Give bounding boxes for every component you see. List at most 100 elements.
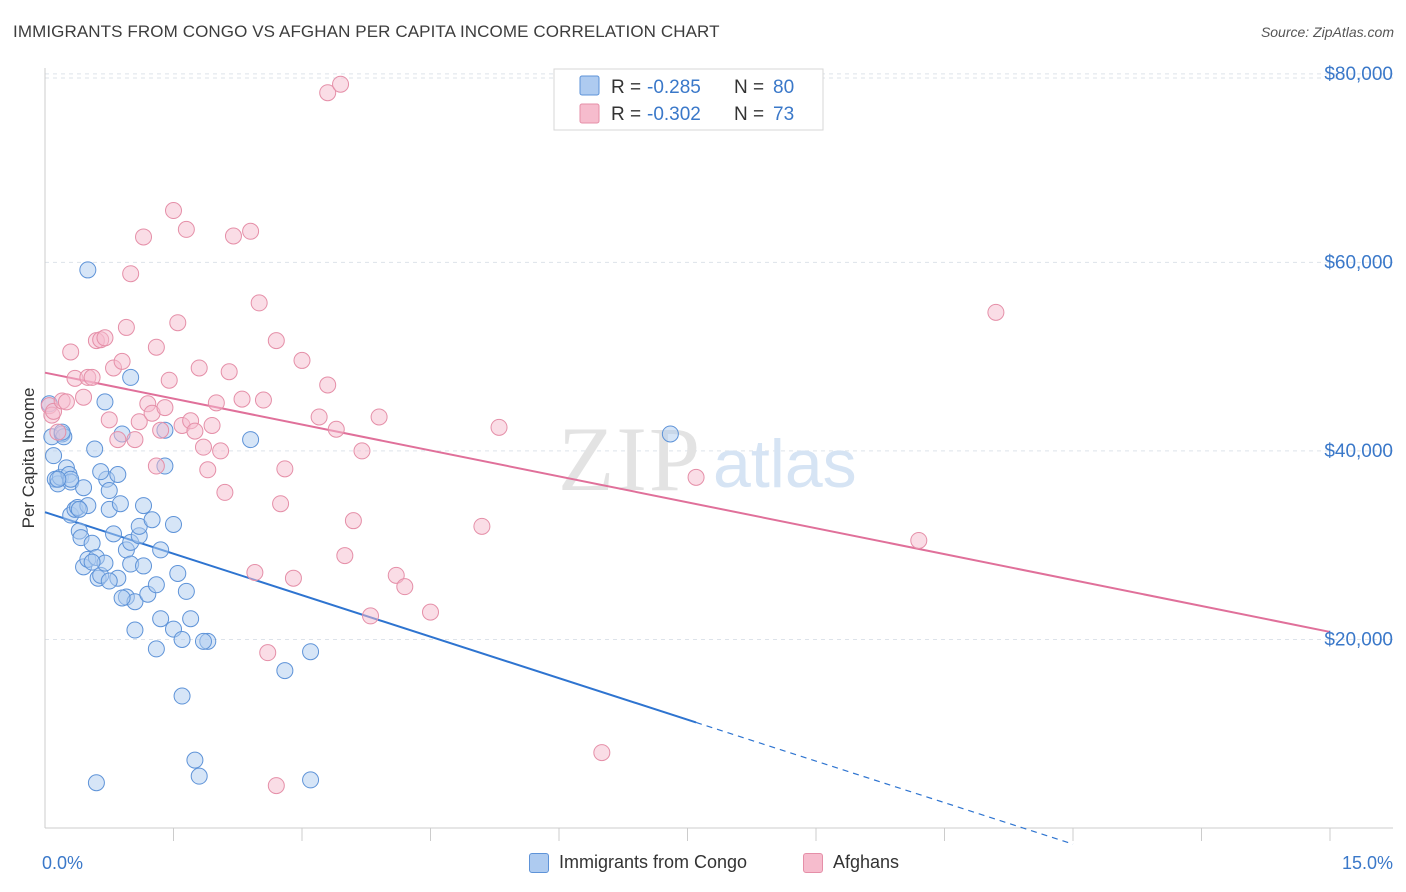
point-afghans	[194, 438, 212, 456]
point-afghans	[220, 363, 238, 381]
point-congo	[143, 511, 161, 529]
point-afghans	[267, 332, 285, 350]
point-afghans	[156, 399, 174, 417]
point-afghans	[126, 431, 144, 449]
point-afghans	[319, 376, 337, 394]
stats-n-label-1: N =	[734, 77, 764, 98]
y-tick-label: $60,000	[1324, 252, 1393, 273]
point-afghans	[62, 343, 80, 361]
point-congo	[661, 425, 679, 443]
point-congo	[302, 643, 320, 661]
legend-item-afghans: Afghans	[803, 852, 899, 873]
point-congo	[186, 751, 204, 769]
chart-title: IMMIGRANTS FROM CONGO VS AFGHAN PER CAPI…	[13, 22, 720, 41]
stats-box: R = -0.285 N = 80 R = -0.302 N = 73	[553, 68, 824, 131]
point-congo	[100, 482, 118, 500]
point-afghans	[353, 442, 371, 460]
x-tick-labels: 0.0% 15.0%	[42, 853, 1393, 873]
point-afghans	[332, 75, 350, 93]
point-afghans	[387, 566, 405, 584]
point-afghans	[233, 390, 251, 408]
point-congo	[126, 621, 144, 639]
point-congo	[276, 662, 294, 680]
point-congo	[165, 515, 182, 533]
point-afghans	[122, 265, 140, 283]
point-afghans	[177, 220, 195, 238]
point-afghans	[344, 512, 362, 530]
point-congo	[190, 767, 208, 785]
point-congo	[147, 576, 165, 594]
legend-label-congo: Immigrants from Congo	[559, 852, 748, 872]
trend-line-extension-congo	[695, 721, 1074, 845]
point-afghans	[370, 408, 388, 426]
point-afghans	[396, 578, 414, 596]
point-afghans	[199, 461, 217, 479]
point-congo	[173, 687, 191, 705]
stats-r-value-1: -0.285	[647, 77, 701, 98]
point-congo	[147, 640, 165, 658]
point-congo	[83, 534, 101, 552]
point-afghans	[276, 460, 294, 478]
gridlines	[45, 73, 1393, 640]
point-afghans	[147, 457, 165, 475]
point-afghans	[319, 84, 337, 102]
point-afghans	[490, 418, 508, 436]
point-congo	[111, 495, 129, 513]
point-congo	[86, 440, 104, 458]
y-tick-label: $20,000	[1324, 629, 1393, 650]
point-afghans	[336, 547, 354, 565]
legend-label-afghans: Afghans	[833, 852, 900, 872]
point-congo	[182, 610, 200, 628]
x-tick-label-min: 0.0%	[42, 853, 83, 873]
point-afghans	[272, 495, 290, 513]
point-congo	[45, 447, 63, 465]
legend-swatch-pink	[803, 852, 823, 873]
point-afghans	[109, 431, 127, 449]
watermark-zip: ZIP	[558, 408, 702, 510]
point-congo	[83, 553, 101, 571]
watermark-atlas: atlas	[713, 426, 857, 502]
point-afghans	[987, 303, 1005, 321]
point-congo	[105, 525, 123, 543]
point-congo	[100, 572, 118, 590]
point-afghans	[147, 338, 165, 356]
point-congo	[92, 463, 110, 481]
point-afghans	[165, 202, 182, 220]
point-afghans	[212, 442, 230, 460]
point-afghans	[310, 408, 328, 426]
point-congo	[152, 541, 170, 559]
point-afghans	[57, 393, 75, 411]
point-afghans	[169, 314, 187, 332]
point-afghans	[135, 228, 153, 246]
point-congo	[173, 630, 191, 648]
point-afghans	[687, 468, 705, 486]
point-afghans	[152, 421, 170, 439]
point-afghans	[130, 413, 148, 431]
point-congo	[194, 632, 212, 650]
point-afghans	[113, 352, 131, 370]
y-tick-label: $40,000	[1324, 441, 1393, 462]
stats-r-value-2: -0.302	[647, 104, 701, 125]
stats-n-value-2: 73	[773, 104, 794, 125]
point-afghans	[100, 411, 118, 429]
point-congo	[152, 610, 170, 628]
legend-swatch-blue	[529, 852, 549, 873]
point-afghans	[75, 388, 93, 406]
y-tick-labels: $20,000 $40,000 $60,000 $80,000	[1324, 64, 1393, 651]
point-congo	[302, 771, 320, 789]
point-afghans	[593, 744, 611, 762]
point-congo	[79, 261, 97, 279]
point-afghans	[284, 569, 302, 587]
point-afghans	[246, 564, 264, 582]
point-afghans	[216, 483, 234, 501]
stats-n-label-2: N =	[734, 104, 764, 125]
point-afghans	[49, 423, 67, 441]
point-congo	[109, 465, 127, 483]
point-congo	[70, 500, 88, 518]
point-afghans	[250, 294, 268, 312]
point-afghans	[267, 777, 285, 795]
point-afghans	[254, 391, 272, 409]
legend-item-congo: Immigrants from Congo	[529, 852, 747, 873]
point-afghans	[224, 227, 242, 245]
